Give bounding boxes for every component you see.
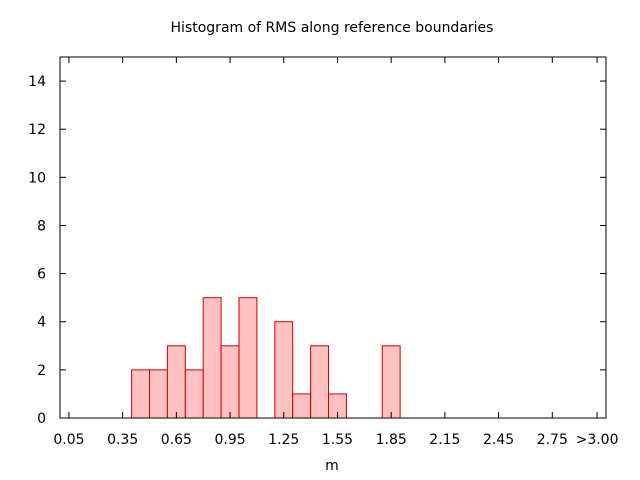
histogram-bar [310, 345, 330, 419]
x-axis-ticks: 0.05 0.35 0.65 0.95 1.25 1.55 1.85 2.15 2.45 2.75… [53, 57, 619, 448]
x-tick-label: 1.85 [376, 432, 407, 448]
histogram-bar [184, 369, 204, 419]
plot-frame [59, 56, 607, 419]
x-tick-label: 2.15 [429, 432, 460, 448]
histogram-bar [149, 369, 168, 419]
x-tick-label: 2.45 [483, 432, 514, 448]
y-tick-label: 14 [28, 74, 46, 90]
histogram-bar [202, 297, 222, 419]
chart-title: Histogram of RMS along reference boundar… [171, 20, 494, 36]
histogram-bar [220, 345, 240, 419]
y-axis-ticks: 0 2 4 6 8 10 12 14 [28, 74, 606, 427]
histogram-bar [292, 393, 312, 419]
x-tick-label: 1.25 [268, 432, 299, 448]
x-tick-label: 1.55 [322, 432, 353, 448]
histogram-bar [238, 297, 258, 419]
y-tick-label: 8 [37, 218, 46, 234]
x-tick-label: 0.65 [161, 432, 192, 448]
y-tick-label: 12 [28, 122, 46, 138]
x-tick-label: 0.95 [214, 432, 245, 448]
x-tick-label: >3.00 [576, 432, 619, 448]
x-tick-label: 0.05 [53, 432, 84, 448]
x-tick-label: 0.35 [107, 432, 138, 448]
y-tick-label: 2 [37, 363, 46, 379]
y-tick-label: 6 [37, 267, 46, 283]
y-tick-label: 10 [28, 170, 46, 186]
histogram-bar [131, 369, 151, 419]
histogram-bar [274, 321, 294, 419]
y-tick-label: 4 [37, 315, 46, 331]
bars-group [131, 297, 401, 419]
x-tick-label: 2.75 [537, 432, 568, 448]
histogram-bar [166, 345, 186, 419]
x-axis-label: m [325, 458, 339, 474]
histogram-bar [381, 345, 401, 419]
y-tick-label: 0 [37, 411, 46, 427]
